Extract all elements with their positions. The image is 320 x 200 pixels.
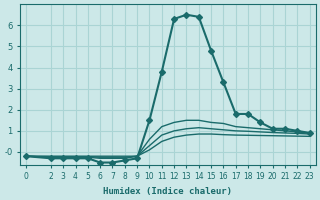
X-axis label: Humidex (Indice chaleur): Humidex (Indice chaleur) [103, 187, 232, 196]
